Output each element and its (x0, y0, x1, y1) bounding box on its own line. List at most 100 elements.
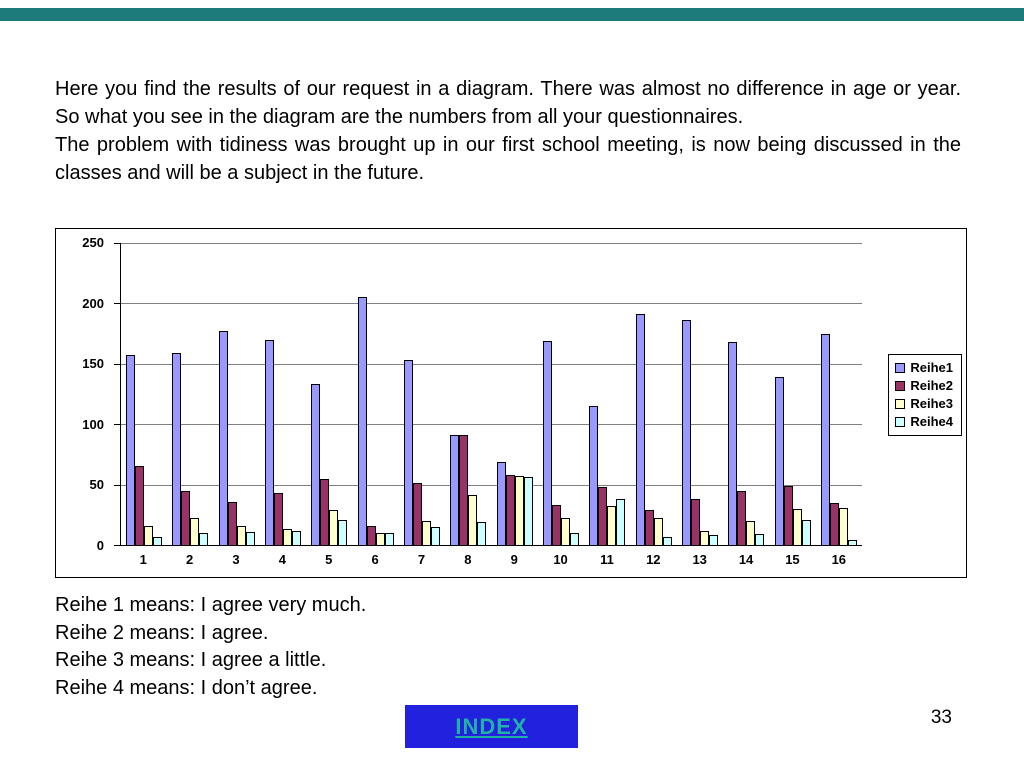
gridline (121, 243, 862, 244)
bar-reihe2 (598, 487, 608, 545)
bar-reihe1 (542, 340, 552, 545)
bar-reihe3 (746, 520, 756, 545)
bar-reihe3 (422, 520, 432, 545)
bar-chart: 0 50 100 150 200 250 1 2 3 4 5 6 7 8 9 10 11 12 13 14 15 16 … (55, 228, 967, 578)
bar-reihe4 (431, 526, 441, 545)
bar-group (353, 243, 399, 545)
bar-reihe4 (847, 540, 857, 545)
bar-group (723, 243, 769, 545)
chart-legend: Reihe1 Reihe2 Reihe3 Reihe4 (888, 354, 962, 436)
bar-reihe2 (366, 525, 376, 545)
x-tick-label: 4 (278, 552, 286, 567)
bar-group (677, 243, 723, 545)
x-tick-label: 12 (646, 552, 661, 567)
bar-reihe4 (384, 532, 394, 545)
bar-group (399, 243, 445, 545)
bar-reihe4 (801, 519, 811, 545)
bar-reihe2 (644, 509, 654, 545)
y-tick-mark (114, 303, 121, 305)
x-tick-label: 15 (785, 552, 800, 567)
gridline (121, 303, 862, 305)
x-tick-label: 1 (139, 552, 147, 567)
bar-reihe1 (496, 461, 506, 545)
bar-group (630, 243, 676, 545)
bar-reihe2 (829, 502, 839, 545)
bar-reihe1 (265, 339, 275, 545)
legend-swatch (895, 363, 906, 373)
bar-reihe3 (375, 532, 385, 545)
bar-group (214, 243, 260, 545)
bar-reihe3 (792, 508, 802, 545)
bar-reihe1 (589, 406, 599, 545)
x-tick-label: 10 (553, 552, 568, 567)
top-accent-bar (0, 8, 1024, 21)
bar-reihe3 (236, 525, 246, 545)
bar-reihe4 (616, 499, 626, 545)
bar-reihe3 (653, 518, 663, 545)
y-tick-mark (114, 243, 121, 244)
bar-reihe2 (227, 501, 237, 545)
bar-reihe3 (329, 509, 339, 545)
series-notes: Reihe 1 means: I agree very much. Reihe … (55, 592, 366, 702)
x-axis-labels: 1 2 3 4 5 6 7 8 9 10 11 12 13 14 15 16 (120, 552, 862, 567)
bar-reihe4 (338, 519, 348, 545)
x-tick-label: 11 (600, 552, 614, 567)
x-tick-label: 16 (831, 552, 847, 567)
x-tick-label: 13 (692, 552, 707, 567)
y-tick-label: 150 (82, 356, 104, 372)
x-tick-label: 9 (510, 552, 518, 567)
bar-reihe1 (404, 360, 414, 545)
bar-reihe4 (153, 536, 163, 545)
bar-reihe2 (737, 490, 747, 545)
x-tick-label: 8 (464, 552, 472, 567)
bar-reihe2 (274, 493, 284, 545)
index-link[interactable]: INDEX (405, 705, 578, 748)
y-tick-label: 0 (96, 538, 104, 553)
y-tick-label: 100 (82, 416, 104, 432)
bar-reihe4 (708, 535, 718, 545)
bar-reihe1 (311, 384, 321, 545)
bar-reihe3 (560, 518, 570, 545)
x-tick-label: 5 (325, 552, 333, 567)
bar-reihe1 (774, 377, 784, 545)
bar-reihe1 (728, 342, 738, 545)
bar-group (492, 243, 538, 545)
note-line-2: Reihe 2 means: I agree. (55, 621, 269, 644)
bar-reihe1 (820, 333, 830, 545)
legend-swatch (895, 399, 906, 409)
bar-reihe2 (135, 466, 145, 545)
bar-group (538, 243, 584, 545)
bar-reihe4 (199, 532, 209, 545)
y-tick-mark (114, 363, 121, 365)
bar-reihe2 (690, 499, 700, 545)
bar-reihe3 (838, 507, 848, 545)
plot-area (114, 243, 862, 546)
legend-label: Reihe4 (910, 414, 953, 429)
bar-reihe4 (477, 522, 487, 545)
bar-group (306, 243, 352, 545)
page-number: 33 (930, 707, 952, 728)
bar-reihe1 (218, 331, 228, 545)
legend-label: Reihe2 (910, 378, 953, 393)
legend-item: Reihe3 (895, 395, 953, 413)
bar-reihe1 (681, 320, 691, 545)
bar-reihe3 (190, 518, 200, 545)
bar-group (445, 243, 491, 545)
intro-text: Here you find the results of our request… (55, 75, 961, 187)
bar-reihe2 (181, 490, 191, 545)
y-tick-mark (114, 545, 121, 546)
bar-group (816, 243, 862, 545)
bar-reihe1 (357, 297, 367, 545)
y-tick-mark (114, 484, 121, 486)
intro-paragraph-1: Here you find the results of our request… (55, 78, 961, 128)
bar-group (167, 243, 213, 545)
bar-reihe3 (468, 495, 478, 545)
bar-reihe2 (783, 485, 793, 545)
x-tick-label: 3 (232, 552, 240, 567)
legend-swatch (895, 381, 906, 391)
bar-reihe4 (523, 477, 533, 545)
bar-reihe4 (755, 534, 765, 545)
gridline (121, 363, 862, 365)
bar-reihe3 (699, 530, 709, 545)
